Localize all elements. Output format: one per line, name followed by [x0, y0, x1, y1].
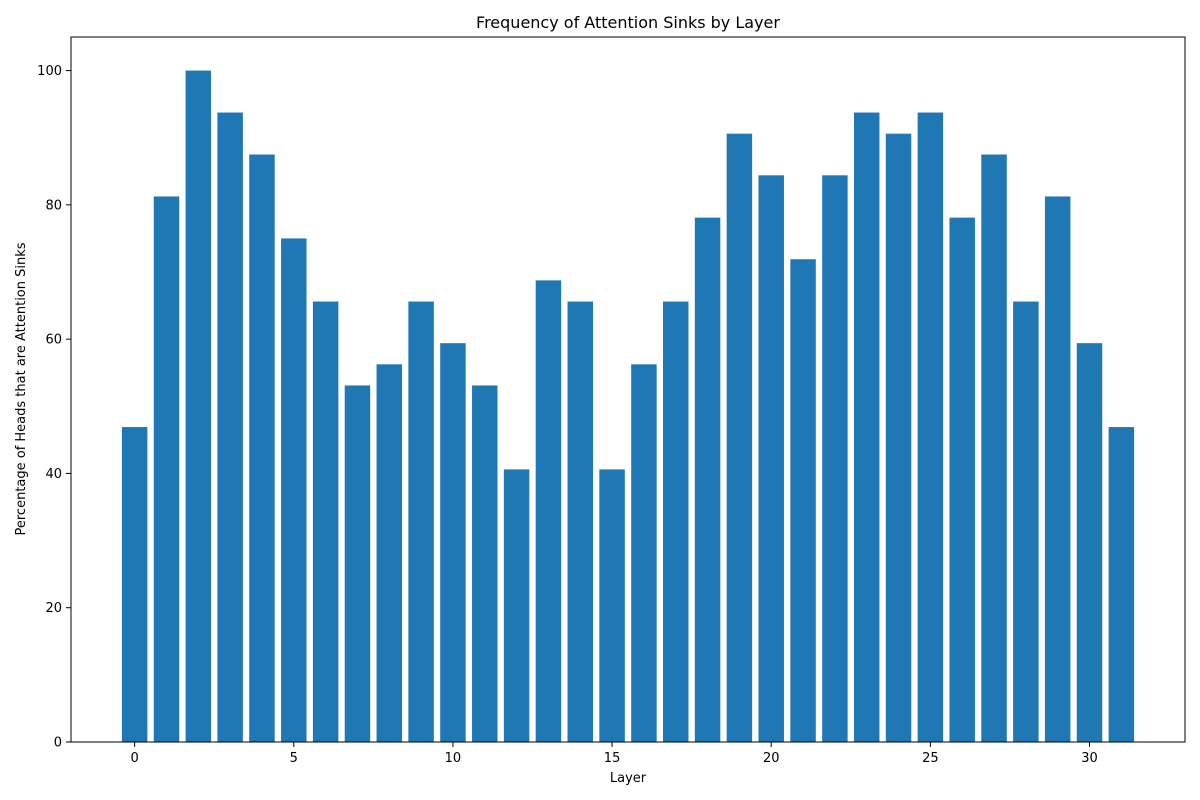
bar-layer-18 — [694, 217, 721, 743]
bar-layer-24 — [885, 133, 912, 742]
bar-layer-0 — [121, 427, 148, 742]
y-axis-label: Percentage of Heads that are Attention S… — [14, 242, 29, 535]
y-ticks-group: 0 20 40 60 80 100 — [37, 64, 71, 751]
bar-layer-13 — [535, 280, 562, 742]
plot-frame — [70, 36, 1186, 743]
y-tick-label: 20 — [45, 601, 62, 616]
bar-layer-21 — [790, 259, 816, 742]
x-tick-label: 25 — [922, 751, 939, 766]
bar-layer-19 — [726, 133, 753, 742]
x-tick-label: 10 — [445, 751, 462, 766]
y-tick-label: 0 — [54, 736, 62, 751]
bar-layer-12 — [503, 469, 530, 742]
bar-layer-1 — [153, 196, 180, 742]
bar-layer-4 — [249, 154, 275, 742]
x-tick-label: 5 — [290, 751, 298, 766]
bar-layer-11 — [472, 385, 498, 742]
bar-layer-6 — [312, 301, 339, 742]
bar-layer-26 — [949, 217, 975, 743]
chart-title: Frequency of Attention Sinks by Layer — [476, 13, 780, 32]
bar-layer-14 — [567, 301, 593, 742]
bar-layer-31 — [1108, 427, 1135, 742]
bar-layer-9 — [408, 301, 434, 742]
bar-layer-2 — [185, 70, 212, 743]
bar-layer-22 — [822, 175, 848, 743]
bar-layer-25 — [917, 112, 944, 743]
bar-layer-23 — [853, 112, 880, 743]
x-tick-label: 0 — [131, 751, 139, 766]
x-axis-label: Layer — [610, 771, 647, 786]
bar-layer-7 — [344, 385, 371, 742]
y-tick-label: 80 — [45, 198, 62, 213]
bar-layer-3 — [217, 112, 243, 743]
bar-layer-8 — [376, 364, 403, 742]
y-tick-label: 100 — [37, 64, 62, 79]
bar-layer-16 — [631, 364, 657, 742]
bar-layer-17 — [663, 301, 689, 742]
bar-layer-15 — [599, 469, 625, 742]
x-tick-label: 20 — [763, 751, 780, 766]
y-tick-label: 60 — [45, 333, 62, 348]
bars-group — [121, 70, 1135, 743]
x-tick-label: 30 — [1081, 751, 1098, 766]
bar-layer-27 — [981, 154, 1007, 742]
bar-layer-29 — [1044, 196, 1071, 742]
x-ticks-group: 0 5 10 15 20 25 30 — [131, 742, 1098, 766]
x-tick-label: 15 — [604, 751, 621, 766]
bar-layer-28 — [1013, 301, 1039, 742]
bar-layer-20 — [758, 175, 784, 743]
bar-layer-10 — [440, 343, 466, 742]
bar-layer-30 — [1076, 343, 1103, 742]
bar-layer-5 — [281, 238, 307, 742]
y-tick-label: 40 — [45, 467, 62, 482]
